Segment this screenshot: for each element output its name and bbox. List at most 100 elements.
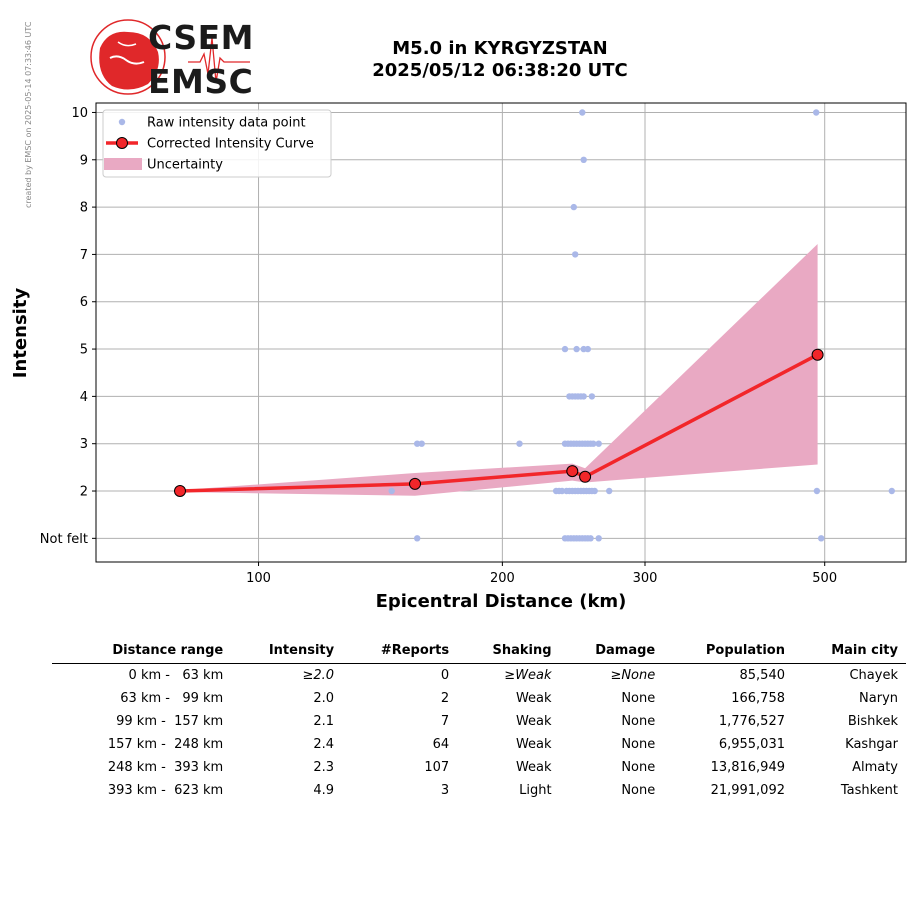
title-datetime: 2025/05/12 06:38:20 UTC (372, 60, 628, 81)
corrected-curve-point (566, 465, 579, 478)
emsc-logo: CSEM EMSC (88, 18, 258, 101)
table-cell: Chayek (849, 668, 898, 683)
table-cell: 13,816,949 (710, 760, 785, 775)
raw-data-point (414, 440, 421, 447)
globe-icon (90, 19, 250, 95)
y-tick-label: 5 (80, 343, 88, 358)
table-row: 63 km - 99 km 2.0 2 Weak None 166,758 Naryn (52, 687, 906, 710)
raw-data-point (516, 440, 523, 447)
legend-raw-marker (118, 118, 126, 126)
table-cell: Kashgar (845, 737, 898, 752)
raw-data-point (888, 487, 895, 495)
table-cell: 2.0 (313, 691, 335, 706)
table-cell: 107 (424, 760, 450, 775)
table-header-cell: Population (663, 640, 793, 664)
x-tick-label: 300 (633, 571, 658, 586)
table-cell: 0 (440, 668, 450, 683)
chart-title: M5.0 in KYRGYZSTAN 2025/05/12 06:38:20 U… (300, 38, 700, 82)
y-tick-label: 2 (80, 485, 88, 500)
table-header-row: Distance range Intensity #Reports Shaking Da… (52, 640, 906, 664)
raw-data-point (818, 535, 825, 542)
y-tick-label: 4 (80, 390, 88, 405)
table-cell: Bishkek (847, 714, 898, 729)
table-cell: 166,758 (731, 691, 785, 706)
raw-points-group (388, 109, 895, 542)
raw-data-point (590, 440, 597, 447)
table-cell: 63 km - 99 km (116, 691, 224, 706)
table-cell: Naryn (859, 691, 898, 706)
y-tick-label: Not felt (40, 532, 88, 547)
raw-data-point (813, 109, 820, 116)
raw-data-point (595, 535, 602, 542)
raw-data-point (561, 345, 569, 353)
table-cell: 4.9 (313, 783, 335, 798)
corrected-curve-point (409, 477, 421, 490)
table-header-cell: Intensity (231, 640, 343, 664)
y-tick-label: 9 (80, 153, 88, 168)
table-cell: 393 km - 623 km (107, 783, 224, 798)
y-tick-label: 10 (71, 106, 88, 121)
table-header-cell: #Reports (342, 640, 458, 664)
legend-label: Corrected Intensity Curve (147, 137, 314, 152)
y-tick-label: 6 (80, 295, 88, 310)
y-tick-label: 8 (80, 201, 88, 216)
raw-data-point (570, 203, 577, 211)
title-event: M5.0 in KYRGYZSTAN (392, 38, 608, 59)
table-cell: 0 km - 63 km (120, 668, 224, 683)
table-cell: 7 (440, 714, 450, 729)
table-cell: ≥2.0 (302, 668, 335, 683)
y-tick-label: 7 (80, 248, 88, 263)
raw-data-point (584, 345, 591, 353)
y-axis-label: Intensity (10, 288, 31, 379)
table-cell: Weak (515, 714, 552, 729)
raw-data-point (587, 535, 594, 542)
table-cell: None (621, 783, 656, 798)
table-cell: ≥None (610, 668, 656, 683)
raw-data-point (573, 345, 580, 353)
table-cell: Weak (515, 691, 552, 706)
x-tick-label: 500 (812, 571, 837, 586)
table-cell: None (621, 760, 656, 775)
table-row: 0 km - 63 km ≥2.0 0 ≥Weak ≥None 85,540 Chayek (52, 664, 906, 688)
y-tick-label: 3 (80, 437, 88, 452)
table-header-cell: Distance range (52, 640, 232, 664)
raw-data-point (579, 109, 586, 116)
intensity-chart: Not felt 2 3 4 5 6 7 8 9 10 100 200 300 500 Epicentra… (10, 102, 907, 612)
table-cell: 2.4 (313, 737, 335, 752)
logo-csem-text: CSEM (148, 18, 254, 57)
x-axis-label: Epicentral Distance (km) (376, 591, 627, 612)
table-header-cell: Shaking (457, 640, 560, 664)
table-cell: 64 (432, 737, 450, 752)
corrected-curve-point (174, 485, 186, 497)
table-body: 0 km - 63 km ≥2.0 0 ≥Weak ≥None 85,540 Chayek … (52, 664, 906, 803)
table-cell: 6,955,031 (718, 737, 785, 752)
legend-box (102, 109, 332, 178)
raw-data-point (580, 156, 587, 163)
table-cell: 1,776,527 (718, 714, 785, 729)
raw-data-point (591, 487, 598, 495)
raw-data-point (813, 487, 821, 495)
table-cell: 2.1 (313, 714, 335, 729)
raw-data-point (595, 440, 602, 447)
raw-data-point (588, 393, 596, 400)
table-cell: Weak (515, 760, 552, 775)
table-cell: None (621, 714, 656, 729)
table-cell: Tashkent (840, 783, 898, 798)
plot-frame (95, 102, 907, 563)
table-cell: None (621, 691, 656, 706)
table-cell: 21,991,092 (710, 783, 785, 798)
x-tick-label: 100 (246, 571, 271, 586)
corrected-curve-point (579, 470, 592, 483)
table-cell: 99 km - 157 km (112, 714, 224, 729)
table-cell: Weak (515, 737, 552, 752)
table-cell: 2 (440, 691, 450, 706)
raw-data-point (558, 487, 566, 495)
logo-emsc-text: EMSC (148, 62, 254, 101)
raw-data-point (580, 393, 587, 400)
table-row: 157 km - 248 km 2.4 64 Weak None 6,955,031 Kas… (52, 733, 906, 756)
legend-label: Uncertainty (147, 158, 223, 173)
summary-table: Distance range Intensity #Reports Shaking Da… (52, 640, 906, 802)
legend-curve-marker (116, 137, 128, 149)
table-header-cell: Damage (559, 640, 664, 664)
table-cell: Almaty (852, 760, 898, 775)
